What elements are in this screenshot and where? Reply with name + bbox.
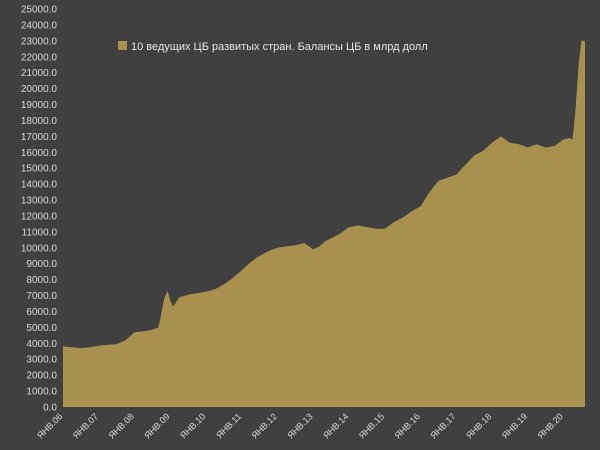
y-tick-label: 14000.0 [21,180,58,191]
y-tick-label: 11000.0 [22,227,58,238]
y-tick-label: 1000.0 [26,387,57,398]
x-tick-label: ЯНВ.13 [285,411,314,440]
x-axis: ЯНВ.06 ЯНВ.07 ЯНВ.08 ЯНВ.09 ЯНВ.10 ЯНВ.11 ЯНВ.… [35,411,565,440]
x-tick-label: ЯНВ.18 [464,411,493,440]
y-tick-label: 20000.0 [21,84,58,95]
legend-label: 10 ведущих ЦБ развитых стран. Балансы ЦБ… [131,41,428,53]
y-tick-label: 7000.0 [26,291,57,302]
plot-area [63,40,585,408]
y-tick-label: 25000.0 [21,5,58,16]
x-tick-label: ЯНВ.20 [536,411,565,440]
y-tick-label: 24000.0 [21,20,58,31]
y-tick-label: 3000.0 [26,355,57,366]
y-tick-label: 22000.0 [21,52,58,63]
y-tick-label: 4000.0 [26,339,57,350]
x-tick-label: ЯНВ.06 [35,411,64,440]
x-tick-label: ЯНВ.12 [250,411,279,440]
y-tick-label: 5000.0 [26,323,57,334]
y-tick-label: 13000.0 [21,196,58,207]
y-axis: 0.0 1000.0 2000.0 3000.0 4000.0 5000.0 6000.0 7… [21,5,58,414]
x-tick-label: ЯНВ.10 [178,411,207,440]
y-tick-label: 21000.0 [21,68,58,79]
legend-swatch [118,41,127,50]
legend: 10 ведущих ЦБ развитых стран. Балансы ЦБ… [118,41,428,53]
x-tick-label: ЯНВ.08 [107,411,136,440]
x-tick-label: ЯНВ.17 [428,411,457,440]
x-tick-label: ЯНВ.14 [321,411,350,440]
y-tick-label: 10000.0 [21,243,58,254]
y-tick-label: 0.0 [43,403,57,414]
x-tick-label: ЯНВ.07 [71,411,100,440]
x-tick-label: ЯНВ.15 [357,411,386,440]
y-tick-label: 23000.0 [21,36,58,47]
y-tick-label: 17000.0 [21,132,58,143]
x-tick-label: ЯНВ.19 [500,411,529,440]
x-tick-label: ЯНВ.16 [393,411,422,440]
y-tick-label: 18000.0 [21,116,58,127]
x-tick-label: ЯНВ.11 [214,411,243,440]
y-tick-label: 2000.0 [26,371,57,382]
y-tick-label: 19000.0 [21,100,58,111]
y-tick-label: 8000.0 [26,275,57,286]
y-tick-label: 6000.0 [26,307,57,318]
y-tick-label: 9000.0 [26,259,57,270]
area-series [63,40,585,408]
x-tick-label: ЯНВ.09 [142,411,171,440]
y-tick-label: 12000.0 [21,211,58,222]
y-tick-label: 15000.0 [21,164,58,175]
y-tick-label: 16000.0 [21,148,58,159]
